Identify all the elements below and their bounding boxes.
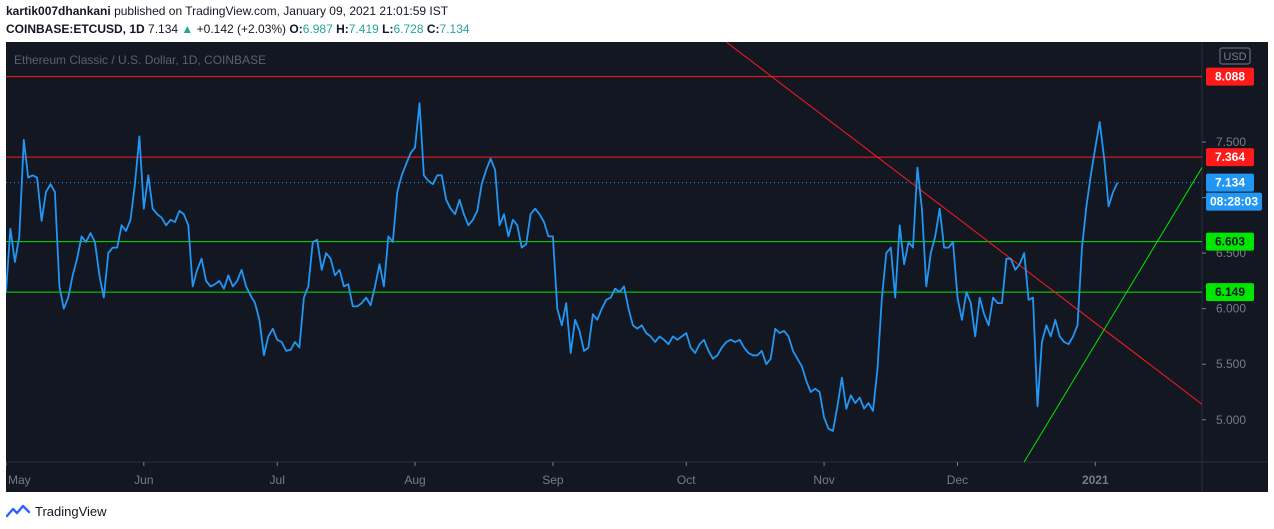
- publish-text: published on TradingView.com, January 09…: [114, 4, 449, 18]
- last-price: 7.134: [148, 22, 179, 36]
- plot-area: [6, 42, 1202, 462]
- level-price-tag: [1206, 148, 1254, 167]
- footer-brand[interactable]: TradingView: [35, 503, 107, 519]
- trendline[interactable]: [725, 42, 1202, 405]
- price-series-line: [6, 102, 1119, 432]
- y-tick-label: 7.500: [1216, 135, 1246, 149]
- currency-label: USD: [1223, 51, 1246, 63]
- level-price-label: 6.149: [1215, 285, 1245, 299]
- y-tick-label: 5.500: [1216, 357, 1246, 371]
- publish-info: kartik007dhankani published on TradingVi…: [6, 4, 448, 18]
- chart-background: [6, 42, 1268, 492]
- level-price-tag: [1206, 232, 1254, 251]
- countdown-tag: [1206, 192, 1262, 211]
- x-tick-label: Jul: [270, 473, 285, 487]
- level-price-tag: [1206, 67, 1254, 86]
- current-price-label: 7.134: [1215, 176, 1245, 190]
- close-value: 7.134: [439, 22, 470, 36]
- x-tick-label: Jun: [134, 473, 153, 487]
- level-price-label: 7.364: [1215, 150, 1245, 164]
- trendline[interactable]: [1023, 167, 1202, 462]
- x-tick-label: Aug: [404, 473, 425, 487]
- x-tick-label: May: [8, 473, 31, 487]
- open-value: 6.987: [302, 22, 333, 36]
- countdown-label: 08:28:03: [1210, 195, 1258, 209]
- tradingview-logo-icon[interactable]: [6, 504, 30, 518]
- level-price-tag: [1206, 283, 1254, 302]
- high-value: 7.419: [348, 22, 379, 36]
- close-label: C:: [426, 22, 440, 36]
- chart-title: Ethereum Classic / U.S. Dollar, 1D, COIN…: [14, 53, 266, 67]
- x-tick-label: Sep: [542, 473, 564, 487]
- price-change: +0.142 (+2.03%): [196, 22, 287, 36]
- change-arrow-icon: ▲: [181, 22, 194, 36]
- high-label: H:: [336, 22, 349, 36]
- low-label: L:: [382, 22, 394, 36]
- x-tick-label: Oct: [677, 473, 696, 487]
- x-tick-label: 2021: [1082, 473, 1109, 487]
- y-tick-label: 5.000: [1216, 413, 1246, 427]
- x-tick-label: Nov: [813, 473, 834, 487]
- open-label: O:: [289, 22, 303, 36]
- y-tick-label: 6.000: [1216, 302, 1246, 316]
- level-price-label: 6.603: [1215, 235, 1245, 249]
- current-price-tag: [1206, 173, 1254, 192]
- author-name[interactable]: kartik007dhankani: [6, 4, 111, 18]
- price-chart[interactable]: Ethereum Classic / U.S. Dollar, 1D, COIN…: [6, 42, 1268, 492]
- footer: TradingView: [6, 502, 107, 520]
- symbol-label: COINBASE:ETCUSD, 1D: [6, 22, 145, 36]
- currency-box: [1219, 47, 1251, 65]
- level-price-label: 8.088: [1215, 70, 1245, 84]
- low-value: 6.728: [393, 22, 424, 36]
- x-tick-label: Dec: [947, 473, 968, 487]
- symbol-info: COINBASE:ETCUSD, 1D 7.134 ▲ +0.142 (+2.0…: [6, 22, 470, 36]
